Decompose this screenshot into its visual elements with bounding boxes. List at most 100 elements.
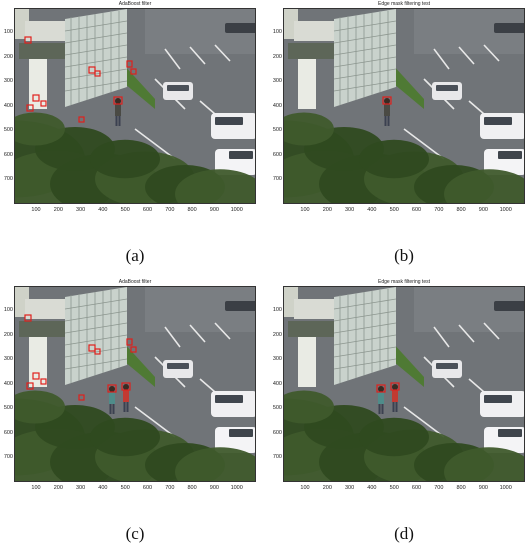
detection-box <box>24 314 32 322</box>
x-tick-label: 500 <box>120 485 130 491</box>
scene-image <box>283 8 525 204</box>
car <box>211 113 255 139</box>
y-tick-label: 700 <box>272 454 282 460</box>
detection-box <box>24 36 32 44</box>
x-tick-label: 700 <box>434 485 444 491</box>
x-tick-label: 100 <box>31 485 41 491</box>
detection-box <box>26 104 34 112</box>
x-tick-label: 600 <box>411 485 422 491</box>
panel-title: Edge mask filtering test <box>378 1 430 7</box>
y-tick-label: 300 <box>272 78 282 84</box>
x-tick-label: 400 <box>367 207 377 213</box>
trees <box>284 390 524 481</box>
x-tick-label: 700 <box>165 207 175 213</box>
x-tick-label: 900 <box>209 207 219 213</box>
person <box>109 386 115 414</box>
detection-box <box>94 70 101 77</box>
detection-box <box>121 382 131 391</box>
x-tick-label: 400 <box>98 207 108 213</box>
figure-panel: AdaBoost filter 100 200 300 400 500 600 700 100 2… <box>0 278 256 543</box>
x-tick-label: 300 <box>76 485 86 491</box>
panel-title: AdaBoost filter <box>118 1 152 7</box>
scene-image <box>14 8 256 204</box>
detection-box <box>88 66 96 74</box>
x-tick-label: 1000 <box>230 207 243 213</box>
car <box>484 427 524 453</box>
detection-box <box>88 344 96 352</box>
x-tick-label: 500 <box>389 485 399 491</box>
x-tick-label: 500 <box>120 207 130 213</box>
y-tick-label: 200 <box>272 331 282 338</box>
detection-box <box>94 348 101 355</box>
y-tick-label: 400 <box>3 102 13 109</box>
x-tick-label: 1000 <box>499 207 512 213</box>
x-tick-label: 200 <box>322 207 332 213</box>
detection-box <box>78 116 85 123</box>
detection-box <box>40 378 47 385</box>
detection-box <box>376 384 386 393</box>
y-tick-label: 700 <box>3 454 13 460</box>
panel-caption: (a) <box>125 246 145 265</box>
x-tick-label: 100 <box>31 207 41 213</box>
x-tick-label: 800 <box>187 207 197 213</box>
x-tick-label: 200 <box>322 485 332 491</box>
x-tick-label: 600 <box>411 207 422 213</box>
y-tick-label: 100 <box>272 29 282 35</box>
car <box>215 427 255 453</box>
x-tick-label: 100 <box>300 207 310 213</box>
detection-box <box>126 338 133 346</box>
person <box>115 98 121 126</box>
y-tick-label: 200 <box>3 331 13 338</box>
x-tick-label: 800 <box>456 485 466 491</box>
y-tick-label: 600 <box>3 151 13 158</box>
x-tick-label: 900 <box>209 485 219 491</box>
person <box>392 384 398 412</box>
detection-box <box>78 394 85 401</box>
y-tick-label: 200 <box>3 53 13 60</box>
scene-image <box>283 286 525 482</box>
x-tick-label: 300 <box>76 207 86 213</box>
car <box>480 113 524 139</box>
y-tick-label: 600 <box>3 429 13 436</box>
trees <box>15 390 255 481</box>
x-tick-label: 100 <box>300 485 310 491</box>
car <box>432 82 462 100</box>
detection-box <box>126 60 133 68</box>
y-tick-label: 300 <box>272 356 282 362</box>
y-tick-label: 700 <box>3 176 13 182</box>
x-tick-label: 1000 <box>499 485 512 491</box>
x-tick-label: 200 <box>53 207 63 213</box>
detection-box <box>390 382 400 391</box>
y-tick-label: 400 <box>3 380 13 387</box>
y-tick-label: 400 <box>272 102 282 109</box>
detection-box <box>32 372 40 380</box>
person <box>123 384 129 412</box>
y-tick-label: 600 <box>272 429 282 436</box>
figure-panel: AdaBoost filter 100 200 300 400 500 600 700 100 2… <box>0 0 256 265</box>
scene-image <box>14 286 256 482</box>
detection-box <box>32 94 40 102</box>
figure-panel: Edge mask filtering test 100 200 300 400 500 6… <box>269 278 525 543</box>
x-tick-label: 1000 <box>230 485 243 491</box>
panel-title: Edge mask filtering test <box>378 279 430 285</box>
x-tick-label: 800 <box>456 207 466 213</box>
detection-box <box>130 346 137 353</box>
car <box>215 149 255 175</box>
y-tick-label: 700 <box>272 176 282 182</box>
detection-box <box>40 100 47 107</box>
x-tick-label: 900 <box>478 207 488 213</box>
y-tick-label: 500 <box>3 405 13 411</box>
y-tick-label: 500 <box>272 405 282 411</box>
car <box>432 360 462 378</box>
y-tick-label: 200 <box>272 53 282 60</box>
car <box>163 82 193 100</box>
y-tick-label: 500 <box>272 127 282 133</box>
panel-caption: (b) <box>394 246 414 265</box>
trees <box>284 112 524 203</box>
y-tick-label: 400 <box>272 380 282 387</box>
x-tick-label: 700 <box>165 485 175 491</box>
panel-caption: (d) <box>394 524 414 543</box>
x-tick-label: 400 <box>98 485 108 491</box>
x-tick-label: 800 <box>187 485 197 491</box>
y-tick-label: 100 <box>3 307 13 313</box>
